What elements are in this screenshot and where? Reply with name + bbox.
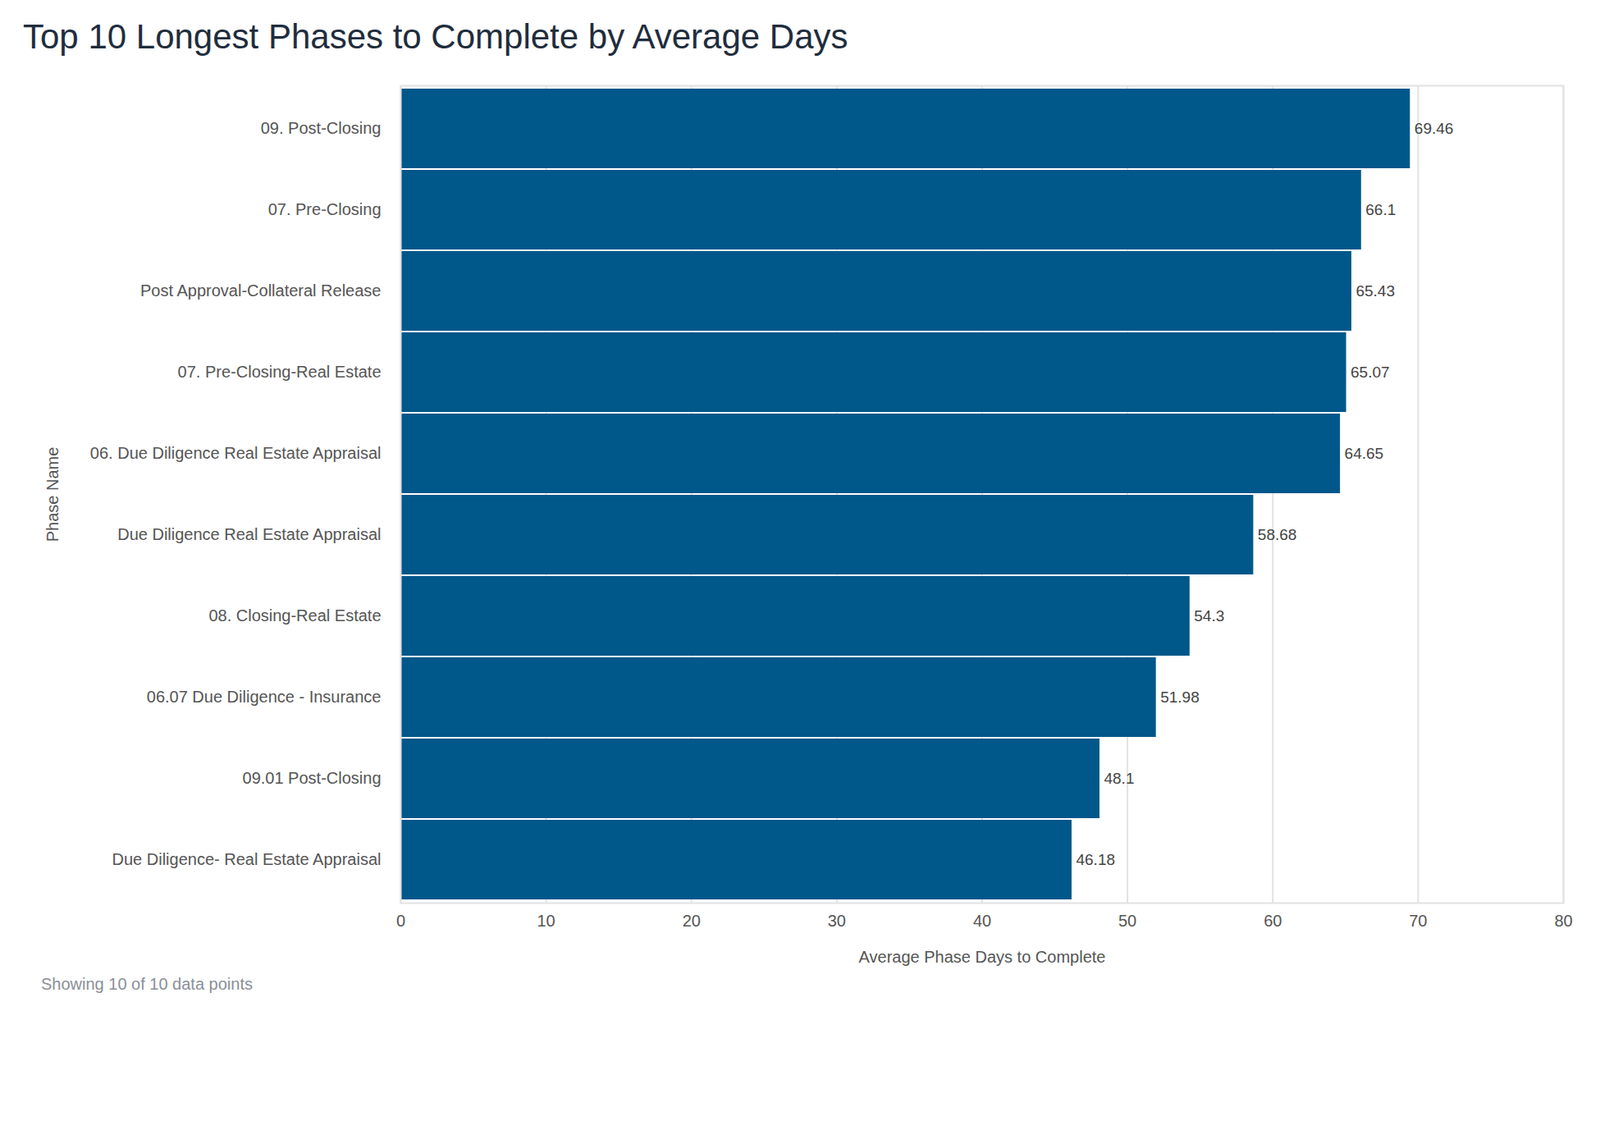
svg-text:Due Diligence- Real Estate App: Due Diligence- Real Estate Appraisal [112, 850, 382, 869]
html-text:Top 10 Longest Phases to Compl: Top 10 Longest Phases to Complete by Ave… [22, 17, 848, 56]
svg-text:66.1: 66.1 [1365, 201, 1396, 219]
svg-text:54.3: 54.3 [1193, 607, 1225, 625]
svg-text:70: 70 [1408, 911, 1427, 930]
svg-text:65.07: 65.07 [1350, 363, 1390, 381]
svg-text:48.1: 48.1 [1103, 769, 1134, 787]
svg-text:06. Due Diligence Real Estate: 06. Due Diligence Real Estate Appraisal [90, 443, 382, 462]
svg-text:07. Pre-Closing: 07. Pre-Closing [268, 200, 382, 219]
svg-text:09.01 Post-Closing: 09.01 Post-Closing [242, 768, 382, 787]
svg-text:Due Diligence Real Estate Appr: Due Diligence Real Estate Appraisal [117, 525, 381, 544]
html-text:Showing 10 of 10 data points: Showing 10 of 10 data points [41, 974, 253, 993]
svg-text:46.18: 46.18 [1075, 850, 1116, 869]
svg-text:06.07 Due Diligence - Insuranc: 06.07 Due Diligence - Insurance [146, 687, 382, 706]
svg-text:Phase Name: Phase Name [43, 447, 62, 543]
svg-text:58.68: 58.68 [1257, 525, 1298, 544]
svg-text:69.46: 69.46 [1414, 119, 1454, 138]
svg-text:Post Approval-Collateral Relea: Post Approval-Collateral Release [140, 281, 382, 300]
svg-text:50: 50 [1118, 911, 1137, 930]
svg-text:10: 10 [537, 911, 556, 930]
svg-text:65.43: 65.43 [1355, 282, 1395, 300]
svg-text:0: 0 [396, 911, 406, 930]
svg-text:07. Pre-Closing-Real Estate: 07. Pre-Closing-Real Estate [178, 362, 382, 381]
svg-text:08. Closing-Real Estate: 08. Closing-Real Estate [208, 606, 381, 625]
svg-text:60: 60 [1263, 911, 1282, 930]
svg-text:Average Phase Days to Complete: Average Phase Days to Complete [859, 947, 1107, 966]
svg-text:51.98: 51.98 [1160, 688, 1200, 706]
svg-text:64.65: 64.65 [1344, 444, 1385, 462]
svg-text:80: 80 [1554, 911, 1573, 930]
svg-text:09. Post-Closing: 09. Post-Closing [260, 118, 382, 138]
svg-text:40: 40 [973, 911, 992, 930]
svg-text:30: 30 [827, 911, 846, 930]
svg-text:20: 20 [682, 911, 701, 930]
